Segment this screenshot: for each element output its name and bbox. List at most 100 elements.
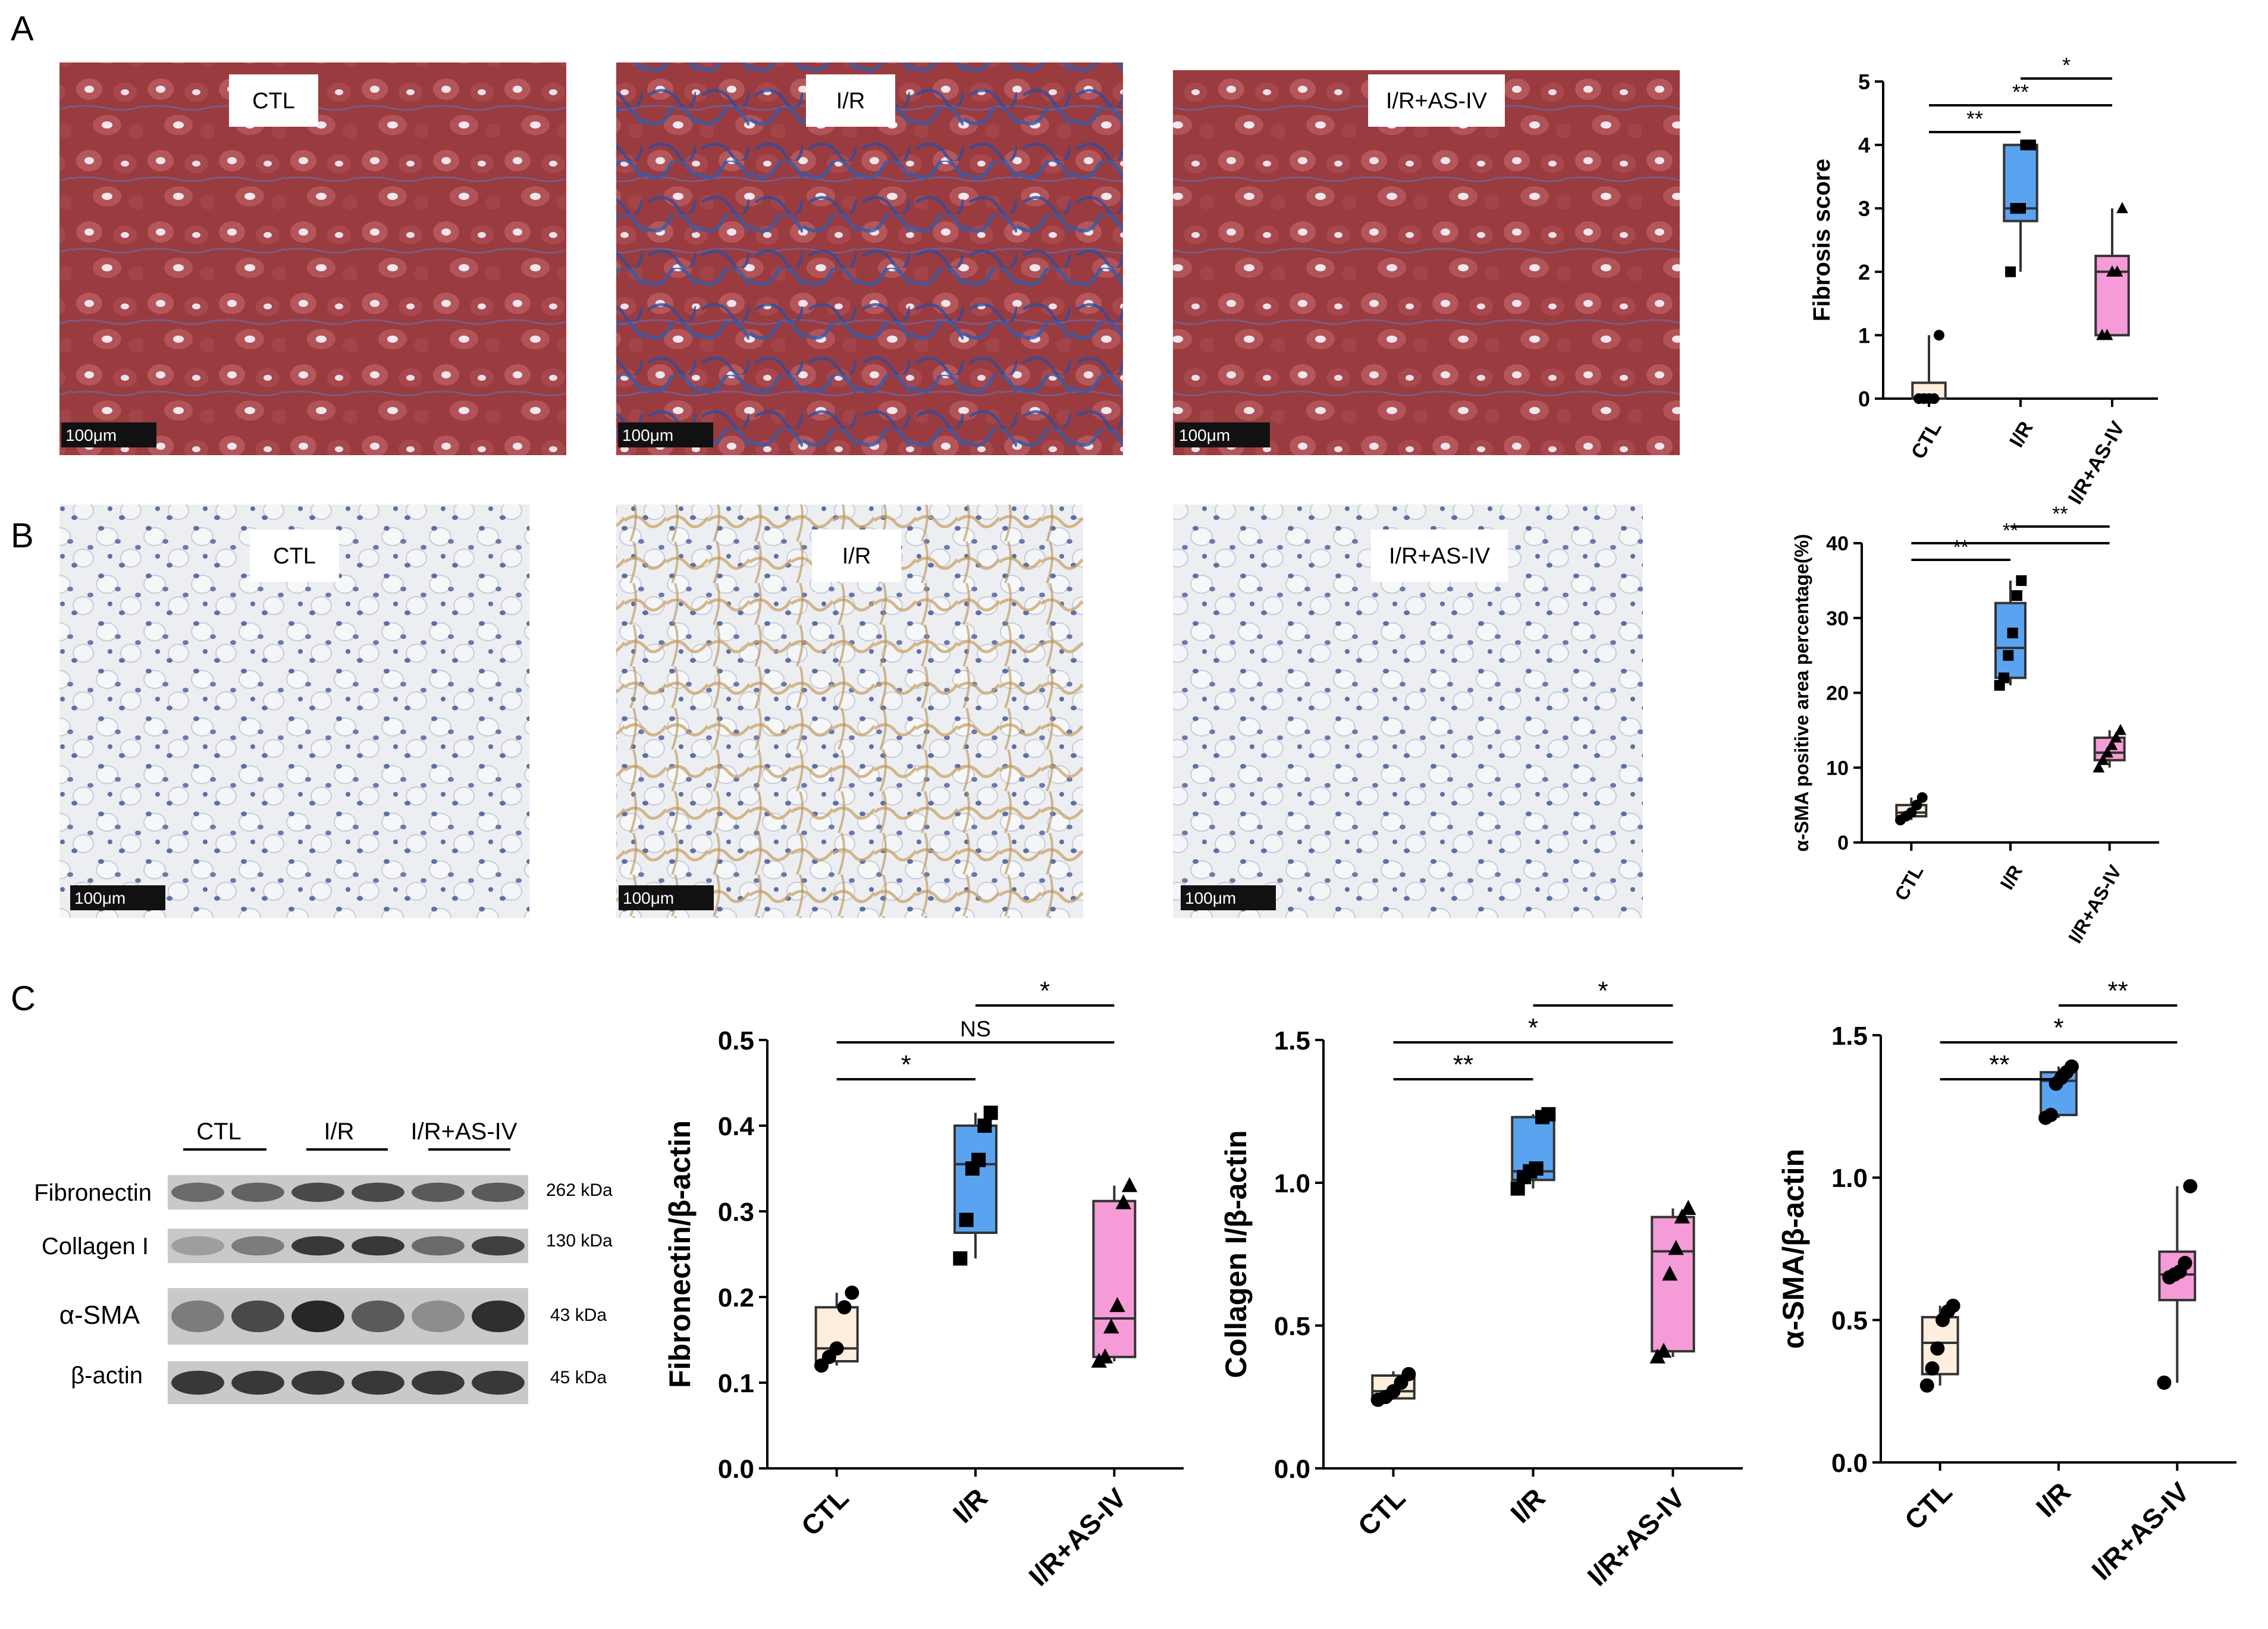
- data-point: [1674, 1208, 1690, 1224]
- data-point: [1115, 1194, 1131, 1210]
- blot-band: [231, 1182, 284, 1202]
- blot-band: [412, 1182, 465, 1202]
- blot-strip: [168, 1175, 528, 1210]
- y-tick-label: 0.0: [1274, 1455, 1310, 1484]
- significance-label: *: [2062, 53, 2071, 77]
- data-point: [2183, 1179, 2198, 1193]
- blot-band: [352, 1182, 404, 1202]
- data-point: [2016, 575, 2027, 586]
- blot-band: [171, 1236, 224, 1256]
- y-axis-title: α-SMA/β-actin: [1777, 1149, 1810, 1349]
- image-label-box: [250, 530, 339, 582]
- significance-label: **: [2052, 503, 2068, 525]
- data-point: [1933, 330, 1944, 341]
- data-point: [2025, 139, 2036, 151]
- blot-strip: [168, 1361, 528, 1404]
- data-point: [1928, 393, 1940, 404]
- y-axis-title: α-SMA positive area percentage(%): [1791, 534, 1812, 851]
- blot-band: [171, 1370, 224, 1395]
- data-point: [837, 1300, 852, 1315]
- significance-label: **: [1966, 106, 1983, 131]
- data-point: [977, 1119, 992, 1133]
- protein-label: Fibronectin: [34, 1180, 152, 1206]
- significance-label: **: [2108, 976, 2128, 1005]
- y-axis-title: Fibronectin/β-actin: [663, 1120, 697, 1388]
- masson-image-irasiv: I/R+AS-IV 100μm: [1173, 70, 1680, 455]
- y-tick-label: 40: [1826, 532, 1849, 555]
- y-tick-label: 20: [1826, 682, 1849, 705]
- ihc-image-ir: I/R 100μm: [616, 505, 1083, 918]
- y-tick-label: 4: [1858, 133, 1870, 158]
- x-tick-label: I/R+AS-IV: [2064, 418, 2129, 509]
- data-point: [1401, 1367, 1416, 1381]
- y-tick-label: 0: [1837, 832, 1849, 854]
- y-tick-label: 3: [1858, 196, 1870, 221]
- blot-band: [412, 1236, 465, 1256]
- x-tick-label: CTL: [795, 1482, 855, 1542]
- scale-bar-label: 100μm: [1179, 426, 1230, 444]
- y-tick-label: 0.1: [718, 1369, 754, 1398]
- western-blot: CTL I/R I/R+AS-IV Fibronectin Collagen I…: [34, 1119, 613, 1404]
- panel-letter-b: B: [11, 516, 34, 555]
- scale-bar: [618, 422, 713, 447]
- data-point: [2110, 731, 2122, 743]
- image-label: CTL: [273, 544, 316, 569]
- data-point: [2097, 753, 2109, 765]
- data-point: [1999, 672, 2009, 684]
- data-point: [845, 1285, 859, 1300]
- image-label: I/R+AS-IV: [1386, 89, 1488, 114]
- blot-band: [291, 1300, 344, 1333]
- lane-group-label: I/R+AS-IV: [411, 1119, 517, 1145]
- y-tick-label: 0.3: [718, 1198, 754, 1227]
- blot-band: [291, 1236, 344, 1256]
- data-point: [1529, 1161, 1544, 1176]
- y-tick-label: 1.5: [1274, 1026, 1310, 1055]
- data-point: [2178, 1255, 2192, 1270]
- data-point: [1906, 807, 1917, 818]
- x-tick-label: I/R: [2005, 418, 2038, 452]
- y-axis-title: Fibrosis score: [1809, 159, 1835, 321]
- data-point: [2116, 202, 2128, 214]
- data-point: [1911, 800, 1922, 811]
- x-tick-label: I/R: [2030, 1476, 2076, 1523]
- data-point: [971, 1152, 986, 1167]
- data-point: [1925, 1361, 1940, 1376]
- data-point: [1919, 1378, 1934, 1393]
- data-point: [1916, 792, 1928, 803]
- x-tick-label: I/R: [1996, 862, 2027, 893]
- data-point: [2012, 590, 2022, 602]
- blot-band: [171, 1182, 224, 1202]
- x-tick-label: CTL: [1890, 862, 1927, 904]
- x-tick-label: I/R+AS-IV: [1582, 1482, 1691, 1592]
- blot-band: [231, 1236, 284, 1256]
- image-label: I/R: [836, 89, 865, 114]
- data-point: [2093, 761, 2105, 773]
- data-point: [2064, 1059, 2079, 1074]
- chart-fibronectin-ratio: 0.0 0.1 0.2 0.3 0.4 0.5 Fibronectin/β-actin CTL…: [663, 976, 1184, 1592]
- y-tick-label: 0.5: [1274, 1312, 1310, 1341]
- data-point: [2115, 723, 2126, 735]
- blot-strip: [168, 1229, 528, 1263]
- significance-label: *: [1528, 1013, 1538, 1042]
- masson-image-ctl: CTL 100μm: [59, 62, 566, 455]
- data-point: [1541, 1107, 1556, 1121]
- x-tick-label: I/R: [1504, 1482, 1551, 1528]
- significance-label: *: [901, 1050, 911, 1079]
- data-point: [2101, 328, 2113, 340]
- band-size-label: 262 kDa: [546, 1180, 613, 1200]
- scale-bar: [619, 885, 714, 910]
- scale-bar: [70, 885, 165, 910]
- protein-label: β-actin: [71, 1362, 143, 1389]
- data-point: [1668, 1240, 1684, 1255]
- image-label: CTL: [252, 89, 295, 114]
- data-point: [2157, 1375, 2172, 1390]
- image-label-box: [812, 530, 901, 582]
- y-tick-label: 30: [1826, 607, 1849, 630]
- box: [953, 1124, 997, 1234]
- scale-bar: [1181, 885, 1276, 910]
- y-tick-label: 2: [1858, 260, 1870, 284]
- scale-bar-label: 100μm: [623, 889, 674, 907]
- significance-label: *: [1598, 976, 1608, 1005]
- box: [1092, 1199, 1137, 1358]
- ihc-image-ctl: CTL 100μm: [59, 505, 529, 918]
